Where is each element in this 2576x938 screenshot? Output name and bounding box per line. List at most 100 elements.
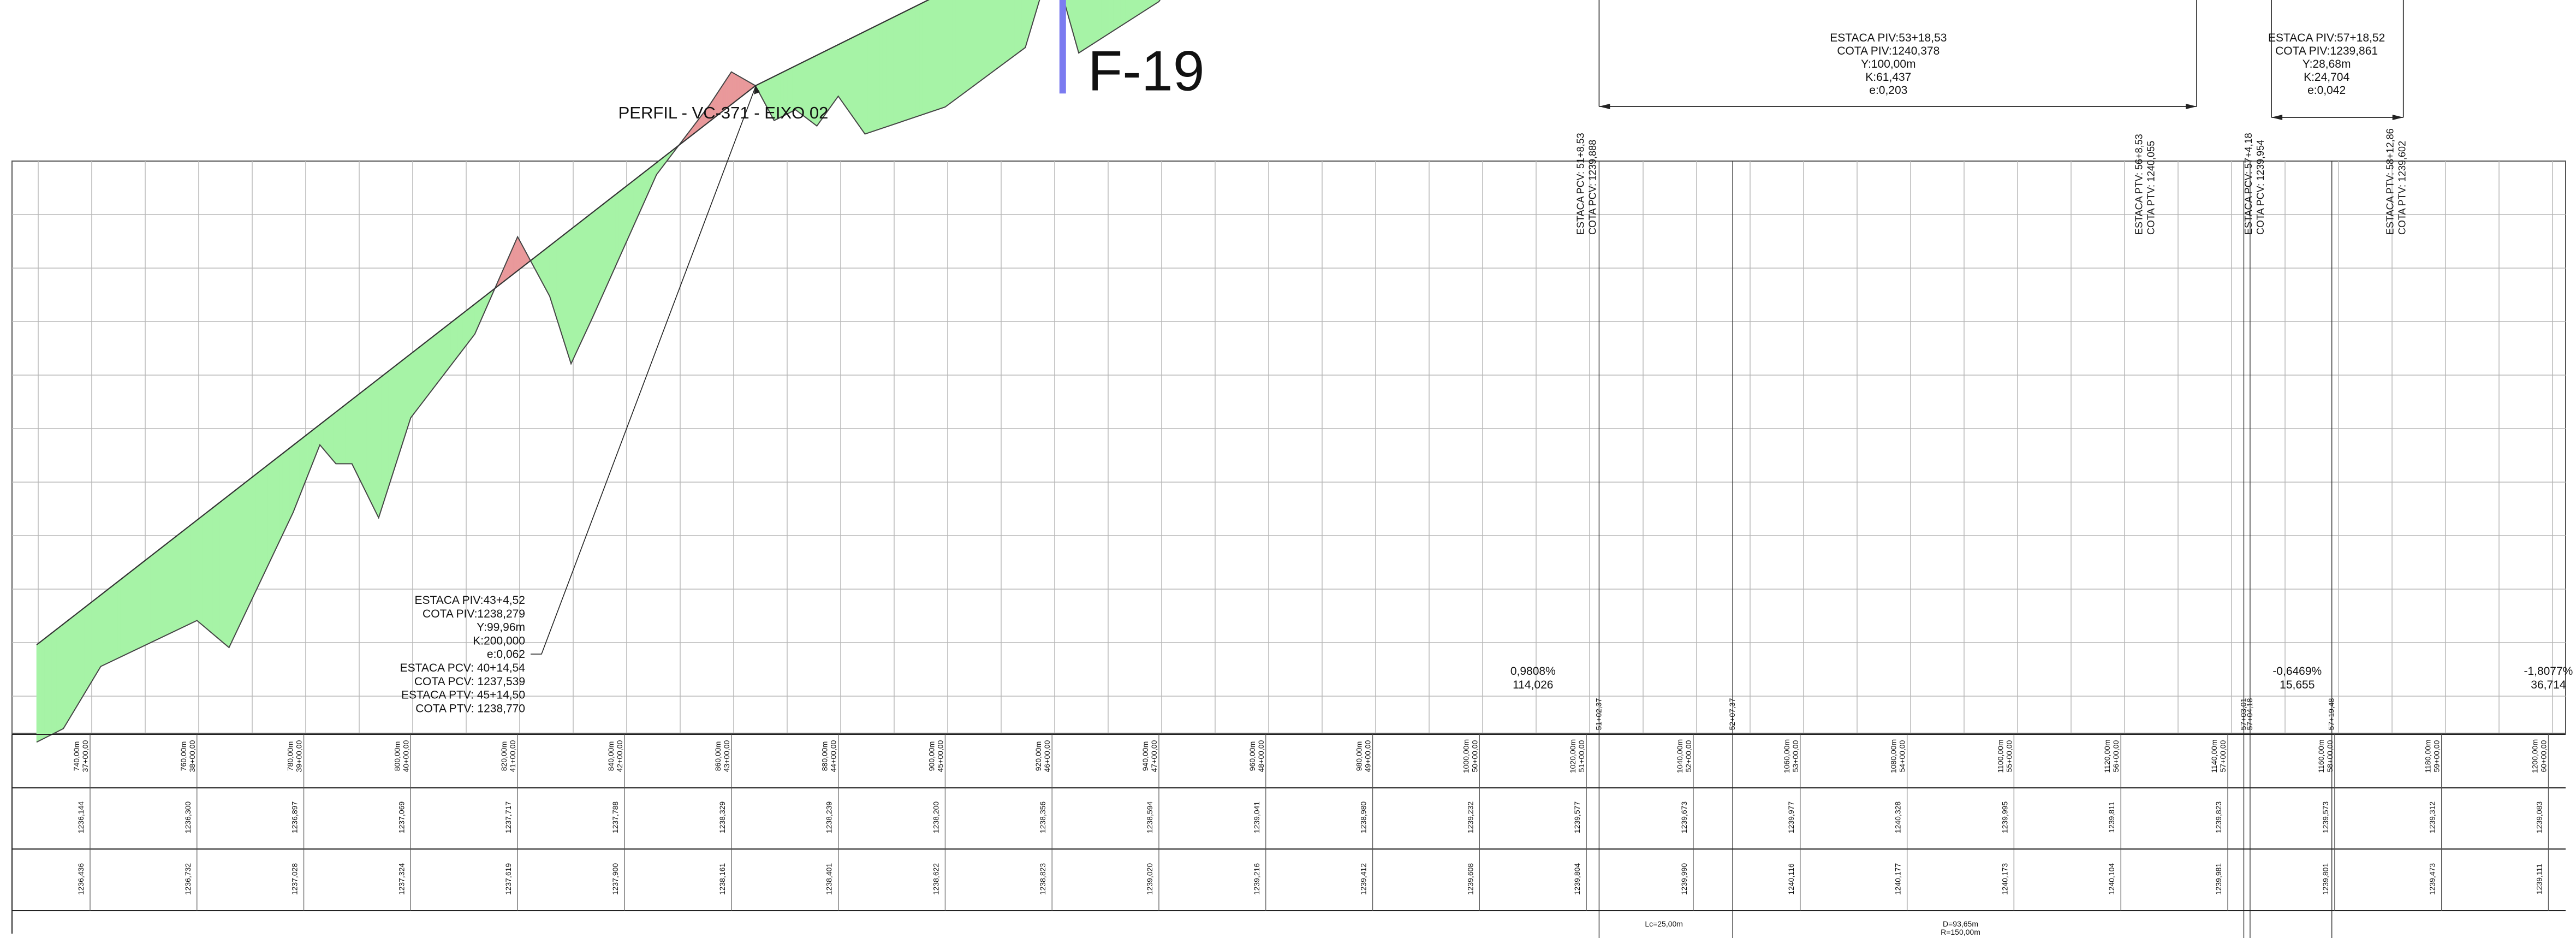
left-piv-info-line: COTA PIV:1238,279 <box>423 608 525 620</box>
station-stake: 58+00,00 <box>2325 740 2334 772</box>
station-grade-elev: 1237,028 <box>290 863 299 895</box>
left-piv-info-line: ESTACA PIV:43+4,52 <box>414 594 525 607</box>
station-stake: 46+00,00 <box>1043 740 1051 772</box>
station-terrain-elev: 1238,329 <box>718 802 727 834</box>
left-piv-info-line: ESTACA PTV: 45+14,50 <box>401 689 525 702</box>
station-grade-elev: 1240,104 <box>2107 863 2116 895</box>
profile-grid <box>11 161 2566 734</box>
station-stake: 39+00,00 <box>295 740 304 772</box>
station-stake: 50+00,00 <box>1470 740 1479 772</box>
bottom-slope-pct: -1,8077% <box>2524 665 2573 678</box>
station-grade-elev: 1240,177 <box>1894 863 1902 895</box>
station-distance: 1180,00m <box>2424 739 2432 773</box>
station-terrain-elev: 1238,594 <box>1145 802 1154 834</box>
curve-elevation-label: COTA PCV: 1239,888 <box>1587 140 1598 235</box>
station-stake: 51+00,00 <box>1577 740 1586 772</box>
station-distance: 1020,00m <box>1568 739 1577 773</box>
station-terrain-elev: 1239,995 <box>2000 802 2009 834</box>
piv-info-line: K:61,437 <box>1865 71 1911 84</box>
arrow-head <box>2271 115 2283 120</box>
station-terrain-elev: 1239,312 <box>2428 802 2437 834</box>
station-stake: 49+00,00 <box>1364 740 1372 772</box>
station-grade-elev: 1237,619 <box>504 863 513 895</box>
arrow-head <box>2186 104 2197 109</box>
station-stake: 47+00,00 <box>1150 740 1158 772</box>
station-stake: 37+00,00 <box>81 740 90 772</box>
arrow-head <box>1599 104 1610 109</box>
station-distance: 880,00m <box>820 741 829 771</box>
station-terrain-elev: 1236,144 <box>76 802 85 834</box>
curve-elevation-label: COTA PTV: 1239,602 <box>2396 141 2407 235</box>
station-distance: 820,00m <box>499 741 508 771</box>
station-terrain-elev: 1239,573 <box>2321 802 2330 834</box>
piv-info-line: K:24,704 <box>2304 71 2349 84</box>
station-grade-elev: 1239,801 <box>2321 863 2330 895</box>
station-stake: 53+00,00 <box>1791 740 1800 772</box>
station-stake: 45+00,00 <box>936 740 944 772</box>
station-terrain-elev: 1240,328 <box>1894 802 1902 834</box>
curve-elevation-label: COTA PTV: 1240,055 <box>2145 141 2156 235</box>
station-terrain-elev: 1237,717 <box>504 802 513 834</box>
station-terrain-elev: 1239,673 <box>1680 802 1688 834</box>
station-distance: 860,00m <box>713 741 722 771</box>
station-distance: 1060,00m <box>1782 739 1791 773</box>
fence-marker <box>1059 0 1066 94</box>
station-stake: 41+00,00 <box>508 740 517 772</box>
curve-note: R=150,00m <box>1941 928 1980 936</box>
station-grade-elev: 1239,473 <box>2428 863 2437 895</box>
station-terrain-elev: 1239,083 <box>2535 802 2543 834</box>
piv-info-line: ESTACA PIV:57+18,52 <box>2268 32 2385 44</box>
curve-station-label: ESTACA PTV: 58+12,86 <box>2384 128 2395 235</box>
left-piv-info-line: COTA PTV: 1238,770 <box>415 702 525 715</box>
curve-station-label: ESTACA PCV: 57+4,18 <box>2243 133 2254 235</box>
annotations: 0,9808% -0,6469% -1,8077% ESTACA PCV: 51+8,… <box>400 0 2573 938</box>
station-stake: 42+00,00 <box>615 740 624 772</box>
station-stake: 43+00,00 <box>722 740 731 772</box>
curve-station-label: ESTACA PCV: 51+8,53 <box>1575 133 1586 235</box>
curve-tick-label: 52+07,37 <box>1728 698 1736 730</box>
station-grade-elev: 1237,900 <box>611 863 620 895</box>
bottom-slope-length: 114,026 <box>1513 679 1553 691</box>
curve-note: D=93,65m <box>1943 919 1978 928</box>
left-piv-info-line: K:200,000 <box>473 634 525 647</box>
station-distance: 980,00m <box>1355 741 1364 771</box>
bottom-slope-pct: -0,6469% <box>2272 665 2322 678</box>
piv-info-line: COTA PIV:1240,378 <box>1837 45 1940 57</box>
station-distance: 780,00m <box>286 741 295 771</box>
station-distance: 940,00m <box>1141 741 1150 771</box>
station-distance: 1040,00m <box>1675 739 1684 773</box>
station-distance: 1120,00m <box>2103 739 2111 773</box>
curve-elevation-label: COTA PCV: 1239,954 <box>2255 140 2266 235</box>
piv-info-line: COTA PIV:1239,861 <box>2275 45 2378 57</box>
station-terrain-elev: 1239,977 <box>1787 802 1795 834</box>
left-piv-info-line: Y:99,96m <box>477 621 525 634</box>
station-grade-elev: 1239,981 <box>2214 863 2223 895</box>
station-stake: 48+00,00 <box>1257 740 1265 772</box>
station-grade-elev: 1239,412 <box>1359 863 1368 895</box>
curve-station-label: ESTACA PTV: 56+8,53 <box>2133 134 2144 235</box>
curve-tick-label: 57+03,01 <box>2239 698 2247 730</box>
drawing-title: PERFIL - VC-371 - EIXO 02 <box>618 103 829 122</box>
fence-label: F-19 <box>1088 39 1205 103</box>
station-stake: 57+00,00 <box>2218 740 2227 772</box>
station-grade-elev: 1239,216 <box>1252 863 1261 895</box>
station-terrain-elev: 1239,823 <box>2214 802 2223 834</box>
station-distance: 1100,00m <box>1996 739 2004 773</box>
station-grade-elev: 1239,111 <box>2535 864 2543 895</box>
station-distance: 1000,00m <box>1461 739 1470 773</box>
station-terrain-elev: 1238,980 <box>1359 802 1368 834</box>
station-distance: 840,00m <box>606 741 615 771</box>
station-stake: 60+00,00 <box>2539 740 2548 772</box>
station-terrain-elev: 1239,041 <box>1252 802 1261 834</box>
profile-lines <box>36 0 1161 743</box>
curve-tick-label: 51+02,37 <box>1594 698 1603 730</box>
piv-info-line: e:0,203 <box>1869 84 1907 97</box>
bottom-slope-length: 15,655 <box>2280 679 2315 691</box>
station-stake: 59+00,00 <box>2432 740 2441 772</box>
station-stake: 54+00,00 <box>1898 740 1907 772</box>
piv-info-line: e:0,042 <box>2307 84 2346 97</box>
station-terrain-elev: 1236,300 <box>183 802 192 834</box>
station-terrain-elev: 1239,577 <box>1573 802 1581 834</box>
grade-line <box>36 0 930 645</box>
